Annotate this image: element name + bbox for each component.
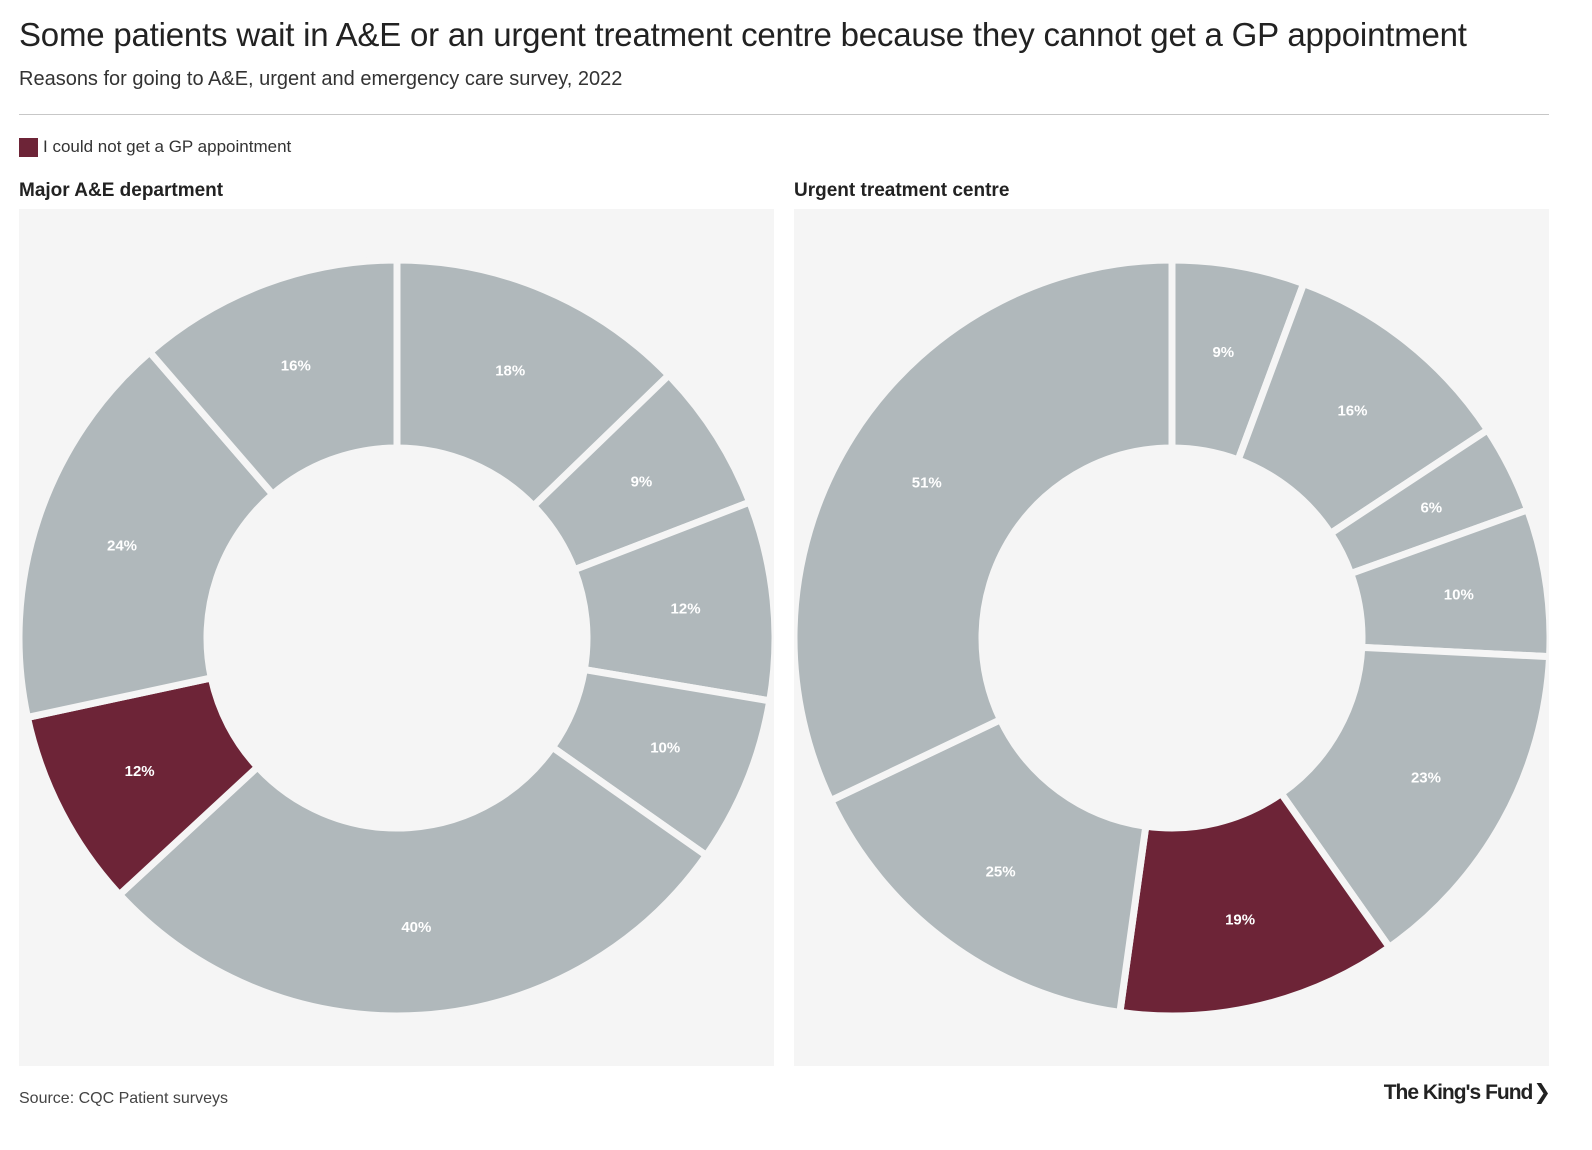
- panel-title-urgent-treatment: Urgent treatment centre: [794, 180, 1010, 201]
- panel-title-major-ae: Major A&E department: [19, 180, 224, 201]
- donut-chart-urgent-treatment: 9% 16% 6% 10% 23% 19% 25% 51%: [794, 209, 1549, 1066]
- slice-label-urgent-treatment-4: 23%: [1411, 770, 1441, 787]
- slice-label-major-ae-6: 24%: [107, 537, 137, 554]
- donut-slice-urgent-treatment-4: [1276, 643, 1549, 953]
- slice-label-urgent-treatment-3: 10%: [1444, 587, 1474, 604]
- slice-label-major-ae-5: 12%: [125, 763, 155, 780]
- slice-label-major-ae-3: 10%: [650, 740, 680, 757]
- slice-label-urgent-treatment-7: 51%: [912, 475, 942, 492]
- donut-slice-urgent-treatment-3: [1346, 505, 1549, 661]
- slice-label-major-ae-7: 16%: [281, 358, 311, 375]
- kings-fund-logo: The King's Fund❯: [1383, 1080, 1551, 1105]
- legend: I could not get a GP appointment: [19, 137, 291, 157]
- slice-label-major-ae-0: 18%: [495, 363, 525, 380]
- slice-label-major-ae-4: 40%: [401, 919, 431, 936]
- slice-label-major-ae-1: 9%: [631, 473, 653, 490]
- slice-label-urgent-treatment-6: 25%: [986, 863, 1016, 880]
- donut-slice-major-ae-7: [144, 256, 401, 500]
- slice-label-urgent-treatment-2: 6%: [1420, 500, 1442, 517]
- logo-text: The King's Fund: [1383, 1081, 1534, 1104]
- donut-chart-major-ae: 18% 9% 12% 10% 40% 12% 24% 16%: [19, 209, 774, 1066]
- chart-title: Some patients wait in A&E or an urgent t…: [19, 16, 1467, 53]
- donut-slice-major-ae-6: [19, 347, 278, 722]
- donut-svg-urgent-treatment: 9% 16% 6% 10% 23% 19% 25% 51%: [794, 256, 1549, 1020]
- header-divider: [19, 114, 1549, 115]
- slice-label-major-ae-2: 12%: [671, 600, 701, 617]
- slice-label-urgent-treatment-1: 16%: [1337, 403, 1367, 420]
- logo-chevron-icon: ❯: [1533, 1081, 1551, 1104]
- donut-slice-major-ae-4: [114, 742, 712, 1020]
- slice-label-urgent-treatment-0: 9%: [1212, 344, 1234, 361]
- chart-subtitle: Reasons for going to A&E, urgent and eme…: [19, 68, 623, 90]
- donut-slice-major-ae-0: [393, 256, 674, 511]
- legend-swatch: [19, 137, 38, 157]
- slice-label-urgent-treatment-5: 19%: [1225, 911, 1255, 928]
- legend-label: I could not get a GP appointment: [43, 137, 292, 156]
- donut-svg-major-ae: 18% 9% 12% 10% 40% 12% 24% 16%: [19, 256, 774, 1020]
- donut-slice-urgent-treatment-5: [1115, 788, 1395, 1020]
- donut-slice-urgent-treatment-6: [826, 715, 1150, 1017]
- donut-slice-urgent-treatment-7: [794, 256, 1176, 806]
- source-note: Source: CQC Patient surveys: [19, 1090, 228, 1107]
